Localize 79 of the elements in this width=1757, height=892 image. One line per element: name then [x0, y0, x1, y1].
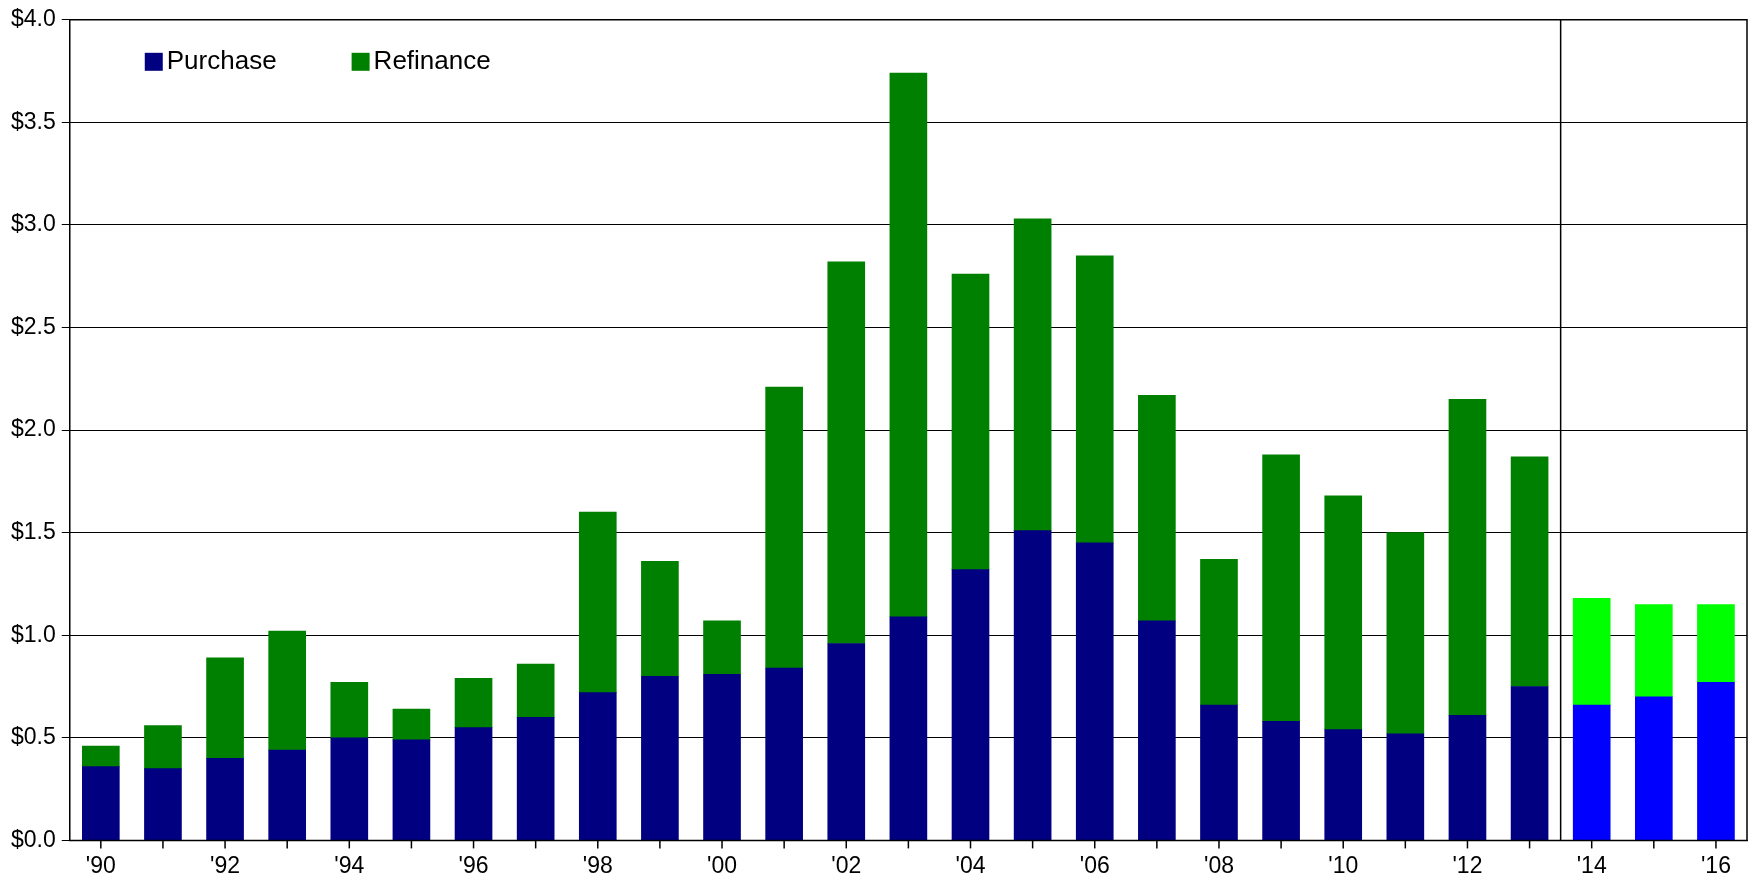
- bar: [889, 72, 928, 618]
- bar: [1013, 530, 1052, 841]
- bar: [1572, 597, 1611, 706]
- bar: [1634, 604, 1673, 698]
- bar: [827, 261, 866, 644]
- bar: [1013, 218, 1052, 531]
- y-tick-label: $3.0: [11, 210, 56, 237]
- bar: [1448, 399, 1487, 716]
- bar: [516, 663, 555, 718]
- x-tick-label: '00: [707, 851, 738, 878]
- bar: [1262, 454, 1300, 722]
- bar: [1572, 704, 1611, 841]
- legend-label: Purchase: [166, 44, 277, 75]
- x-tick-label: '16: [1700, 851, 1731, 878]
- bar: [1138, 394, 1176, 622]
- bar: [1200, 704, 1238, 841]
- bar: [516, 716, 555, 841]
- bar: [641, 675, 679, 841]
- bar: [144, 725, 182, 769]
- bar: [765, 386, 803, 669]
- bar: [1386, 532, 1425, 735]
- x-tick-label: '08: [1203, 851, 1234, 878]
- bar: [1138, 620, 1176, 841]
- bar: [206, 758, 244, 841]
- bar: [1075, 255, 1114, 544]
- bar: [330, 682, 369, 739]
- x-tick-label: '10: [1328, 851, 1359, 878]
- bar: [268, 630, 307, 751]
- bar: [1200, 559, 1238, 706]
- bar: [206, 657, 244, 759]
- y-tick-label: $0.5: [11, 723, 56, 750]
- y-tick-label: $2.0: [11, 415, 56, 442]
- x-tick-label: '06: [1079, 851, 1110, 878]
- bar: [889, 616, 928, 841]
- y-tick-label: $0.0: [11, 825, 56, 852]
- bar: [951, 273, 990, 570]
- bar: [951, 569, 990, 841]
- bar: [1510, 456, 1549, 687]
- bar: [1262, 721, 1300, 841]
- bar: [454, 727, 493, 841]
- bar: [392, 708, 431, 741]
- x-tick-label: '04: [955, 851, 986, 878]
- x-tick-label: '98: [582, 851, 613, 878]
- bar: [1697, 604, 1735, 683]
- bar: [641, 561, 679, 677]
- y-tick-label: $3.5: [11, 107, 56, 134]
- y-tick-label: $4.0: [11, 5, 56, 32]
- x-tick-label: '12: [1452, 851, 1483, 878]
- y-tick-label: $2.5: [11, 312, 56, 339]
- x-tick-label: '94: [334, 851, 365, 878]
- y-tick-label: $1.5: [11, 518, 56, 545]
- bar: [578, 692, 617, 841]
- bar: [578, 511, 617, 694]
- bar: [1697, 682, 1735, 841]
- bar: [1324, 729, 1363, 841]
- bar: [827, 643, 866, 841]
- bar: [454, 678, 493, 728]
- bar: [82, 745, 120, 767]
- bar: [144, 768, 182, 841]
- bar: [82, 766, 120, 841]
- bar: [1075, 542, 1114, 841]
- bar: [703, 673, 741, 841]
- bar: [1324, 495, 1363, 730]
- x-tick-label: '14: [1576, 851, 1607, 878]
- legend-label: Refinance: [373, 44, 491, 75]
- bar: [703, 620, 741, 675]
- bar: [330, 737, 369, 841]
- x-tick-label: '96: [458, 851, 489, 878]
- x-tick-label: '90: [85, 851, 116, 878]
- bar: [392, 739, 431, 841]
- y-tick-label: $1.0: [11, 620, 56, 647]
- bar: [765, 667, 803, 841]
- bar: [1448, 714, 1487, 841]
- bar: [1510, 686, 1549, 841]
- x-tick-label: '02: [831, 851, 862, 878]
- bar: [1634, 696, 1673, 841]
- bar: [268, 749, 307, 841]
- bar: [1386, 733, 1425, 841]
- x-tick-label: '92: [210, 851, 241, 878]
